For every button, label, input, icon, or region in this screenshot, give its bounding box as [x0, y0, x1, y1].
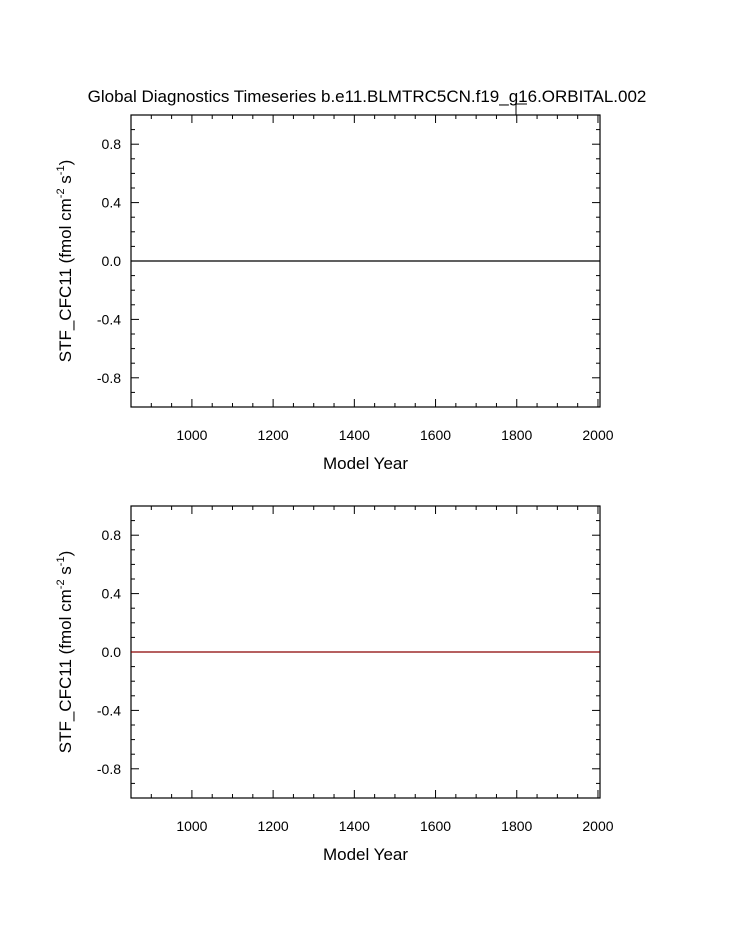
y-axis-label-part: s [56, 566, 75, 579]
y-axis-label-part: STF_CFC11 (fmol cm [56, 198, 75, 362]
x-tick-label: 1000 [176, 818, 207, 834]
y-axis-label: STF_CFC11 (fmol cm-2 s-1) [55, 551, 75, 754]
y-tick-label: 0.4 [102, 586, 122, 602]
plot-panel: 1000 1200 1400 1600 1800 2000 0.8 0.4 0.0 -0.4 -0.… [55, 114, 614, 473]
y-axis-label-part: s [56, 175, 75, 188]
y-tick-label: 0.8 [102, 527, 122, 543]
y-axis-label-part: ) [56, 160, 75, 166]
y-tick-label: -0.8 [97, 370, 121, 386]
x-tick-label: 1800 [501, 427, 532, 443]
y-axis-label-part: -2 [55, 188, 67, 198]
y-axis-label-part: -1 [55, 165, 67, 175]
x-tick-label: 1400 [339, 427, 370, 443]
y-tick-label: 0.0 [102, 253, 122, 269]
y-tick-label: 0.0 [102, 644, 122, 660]
x-tick-label: 1200 [258, 427, 289, 443]
x-tick-label: 1800 [501, 818, 532, 834]
x-tick-label: 1000 [176, 427, 207, 443]
x-tick-label: 1600 [420, 818, 451, 834]
plot-panel: 1000 1200 1400 1600 1800 2000 0.8 0.4 0.0 -0.4 -0.… [55, 505, 614, 864]
y-axis-label-part: STF_CFC11 (fmol cm [56, 589, 75, 753]
x-tick-label: 2000 [582, 427, 613, 443]
y-tick-label: -0.4 [97, 311, 121, 327]
y-axis-label-part: ) [56, 551, 75, 557]
y-axis-label: STF_CFC11 (fmol cm-2 s-1) [55, 160, 75, 363]
x-tick-label: 1200 [258, 818, 289, 834]
x-tick-label: 2000 [582, 818, 613, 834]
x-axis-label: Model Year [323, 454, 408, 473]
x-tick-label: 1600 [420, 427, 451, 443]
y-axis-label-part: -1 [55, 556, 67, 566]
y-axis-label-part: -2 [55, 579, 67, 589]
y-tick-label: 0.4 [102, 195, 122, 211]
x-tick-label: 1400 [339, 818, 370, 834]
y-tick-label: 0.8 [102, 136, 122, 152]
title-artifact-line [515, 103, 527, 115]
y-tick-label: -0.4 [97, 702, 121, 718]
y-tick-label: -0.8 [97, 761, 121, 777]
figure-title: Global Diagnostics Timeseries b.e11.BLMT… [88, 87, 647, 106]
x-axis-label: Model Year [323, 845, 408, 864]
